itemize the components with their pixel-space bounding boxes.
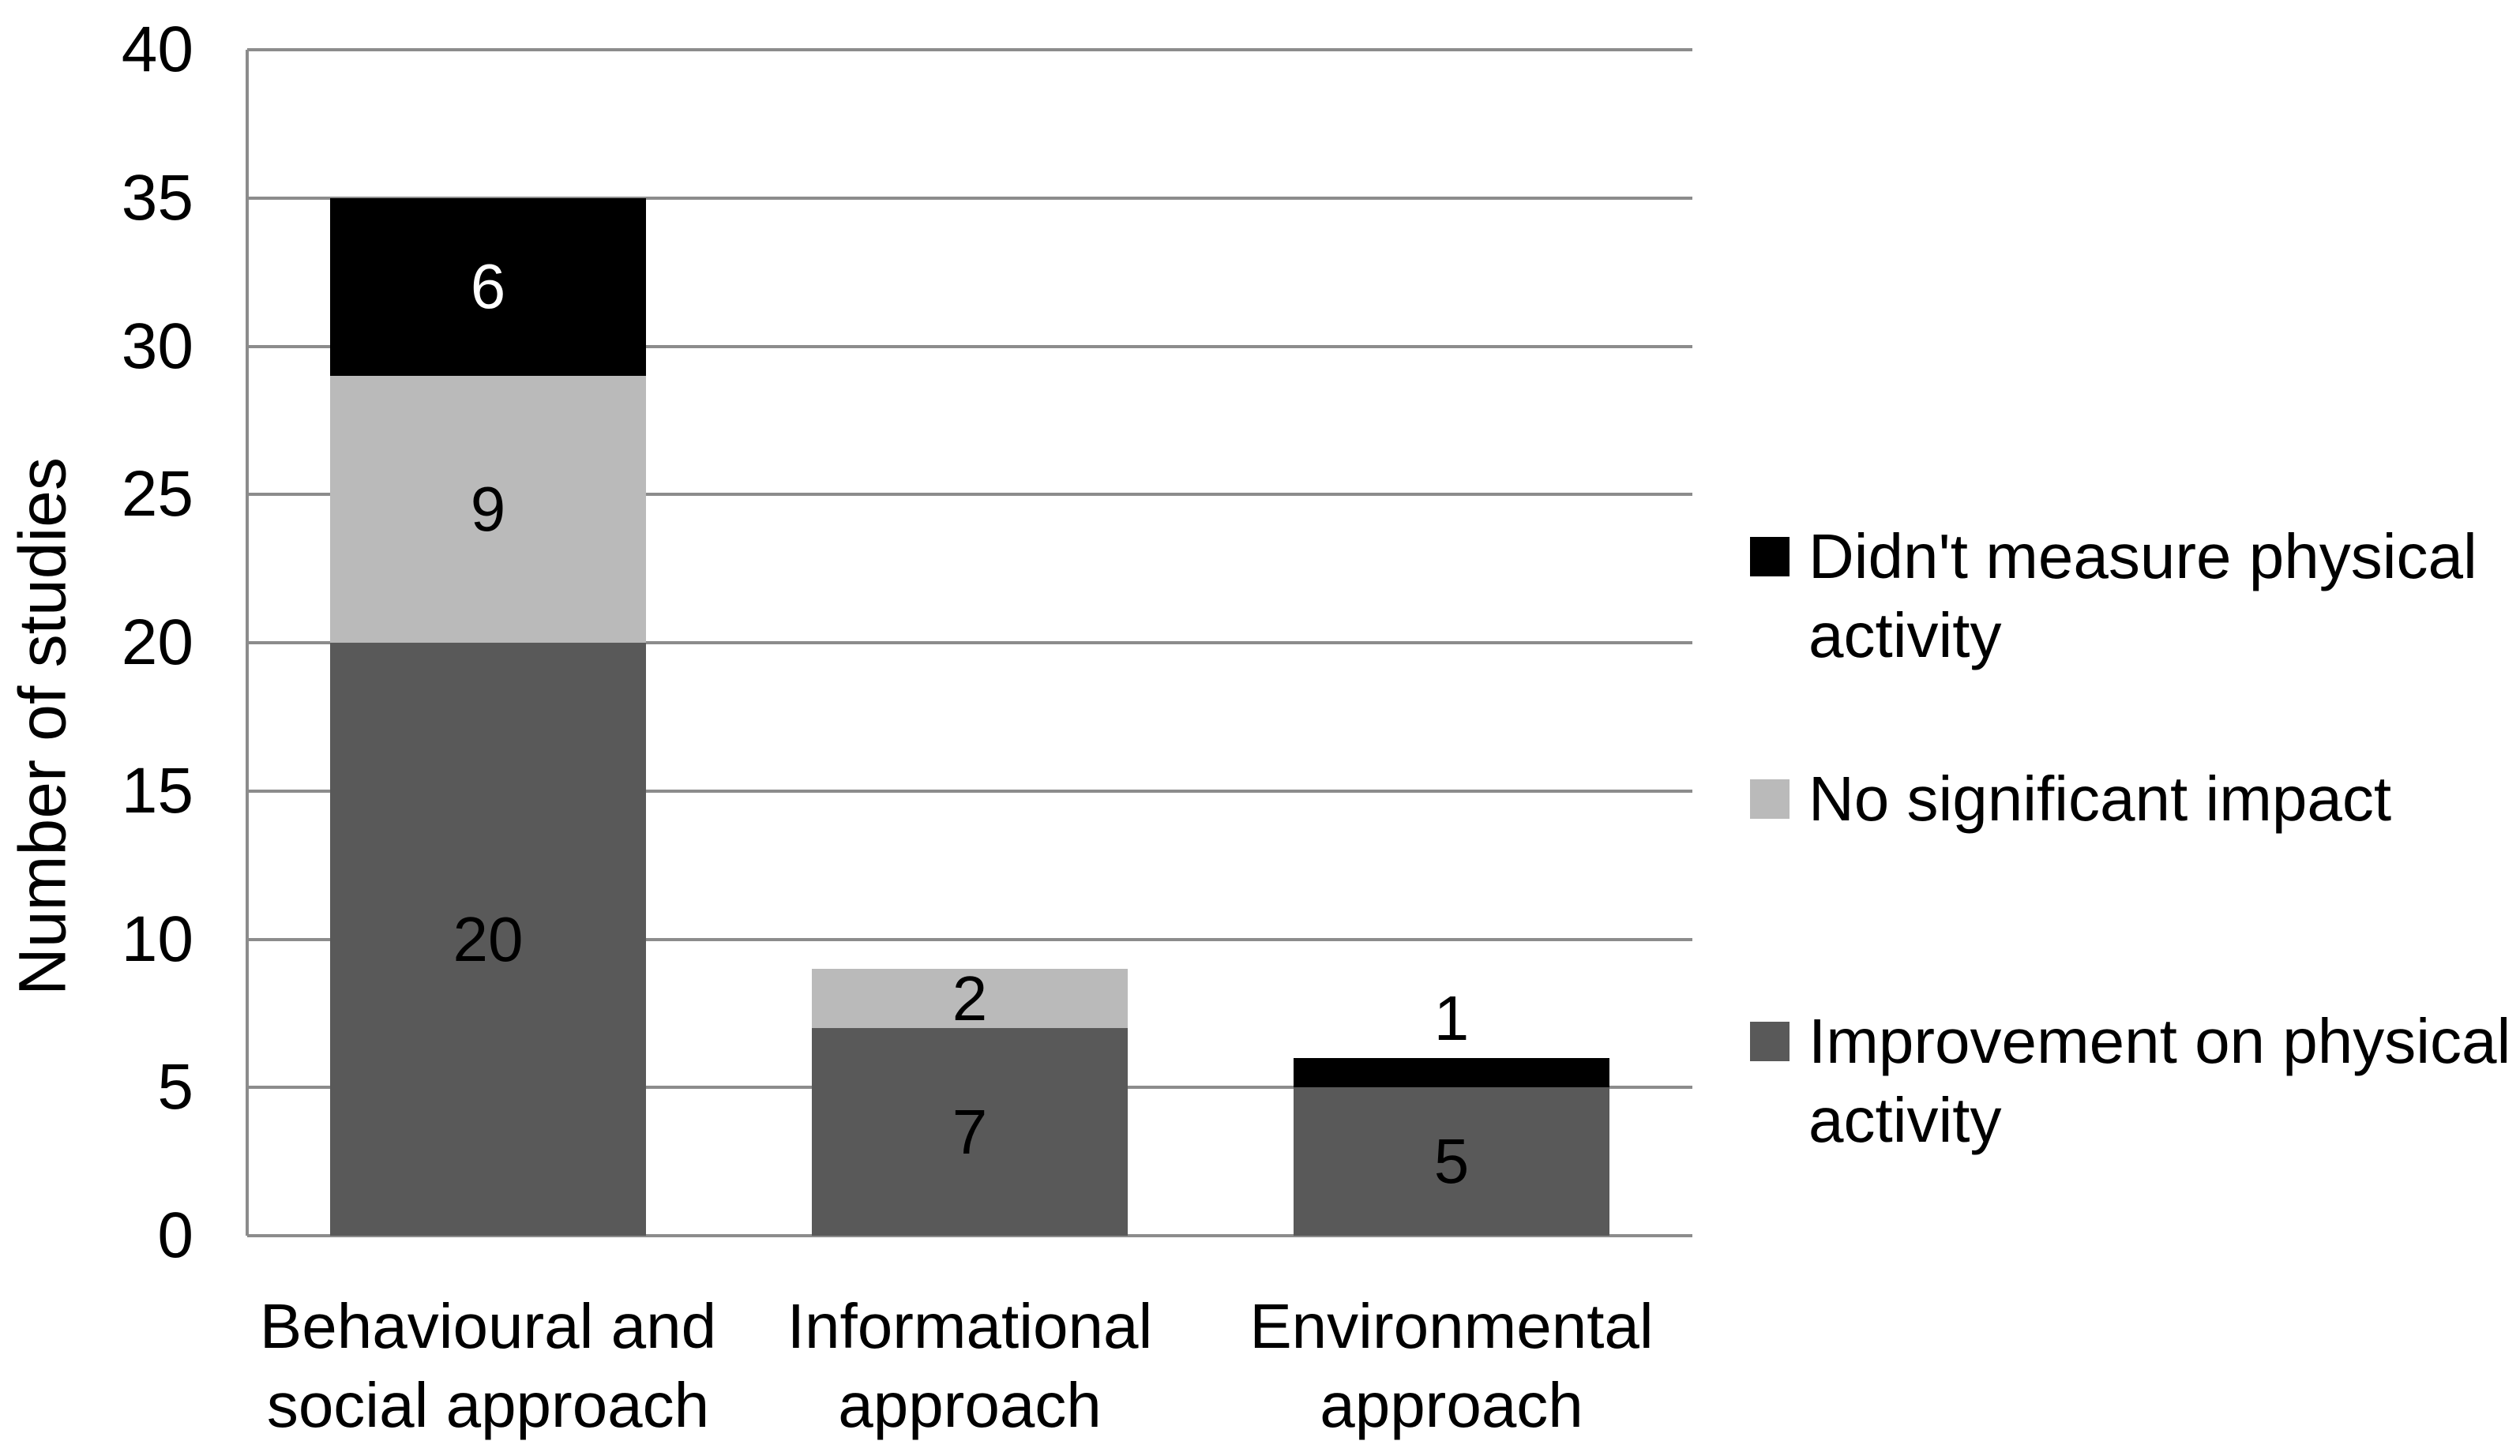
data-label: 2	[952, 963, 988, 1034]
bar-segment: 5	[1294, 1087, 1609, 1236]
y-tick-label: 5	[157, 1051, 193, 1124]
bar-segment: 7	[812, 1028, 1128, 1236]
category-label-line: Behavioural and	[259, 1291, 717, 1361]
bar-segment: 9	[330, 376, 646, 643]
category-label-line: Informational	[787, 1291, 1153, 1361]
data-label: 9	[470, 474, 506, 545]
category-label: Informational approach	[729, 1287, 1211, 1445]
gridline	[247, 641, 1692, 644]
y-tick-label: 0	[157, 1199, 193, 1271]
y-tick-label: 35	[121, 161, 193, 234]
y-tick-label: 15	[121, 754, 193, 827]
y-axis-line	[246, 50, 249, 1236]
legend: Didn't measure physical activity No signi…	[1750, 517, 2520, 1228]
gridline	[247, 1234, 1692, 1237]
gridline	[247, 48, 1692, 51]
gridline	[247, 344, 1692, 348]
bar-segment: 6	[330, 197, 646, 377]
legend-swatch	[1750, 779, 1790, 819]
category-label-line: Environmental	[1249, 1291, 1654, 1361]
plot-area: 20 9 6 7 2 5 1	[246, 48, 1692, 1237]
category-label-line: approach	[838, 1370, 1102, 1440]
data-label: 6	[470, 251, 506, 322]
category-label: Environmental approach	[1211, 1287, 1692, 1445]
gridline	[247, 196, 1692, 200]
legend-swatch	[1750, 537, 1790, 576]
bar-segment	[1294, 1057, 1609, 1088]
y-tick-label: 20	[121, 606, 193, 678]
legend-label: Improvement on physical activity	[1808, 1006, 2511, 1155]
y-tick-label: 40	[121, 13, 193, 85]
data-label: 20	[453, 903, 524, 974]
gridline	[247, 493, 1692, 497]
y-tick-label: 10	[121, 902, 193, 975]
bar-1: 20 9 6	[330, 50, 646, 1236]
category-label-line: social approach	[266, 1370, 710, 1440]
category-label: Behavioural and social approach	[247, 1287, 729, 1445]
bar-segment: 20	[330, 643, 646, 1236]
legend-label: No significant impact	[1808, 764, 2392, 834]
y-tick-label: 30	[121, 310, 193, 382]
data-label: 5	[1433, 1126, 1470, 1197]
data-label: 7	[952, 1096, 988, 1167]
gridline	[247, 937, 1692, 941]
data-label: 1	[1433, 982, 1470, 1053]
legend-label: Didn't measure physical activity	[1808, 521, 2477, 670]
bar-segment: 2	[812, 963, 1128, 1034]
gridline	[247, 789, 1692, 793]
category-label-line: approach	[1320, 1370, 1583, 1440]
legend-swatch	[1750, 1022, 1790, 1061]
y-tick-label: 25	[121, 458, 193, 531]
